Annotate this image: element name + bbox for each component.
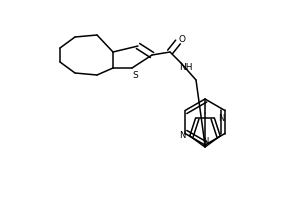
Text: N: N [202, 138, 208, 146]
Text: N: N [180, 131, 186, 140]
Text: O: O [178, 34, 185, 44]
Text: NH: NH [179, 64, 193, 72]
Text: S: S [132, 71, 138, 79]
Text: N: N [218, 114, 225, 123]
